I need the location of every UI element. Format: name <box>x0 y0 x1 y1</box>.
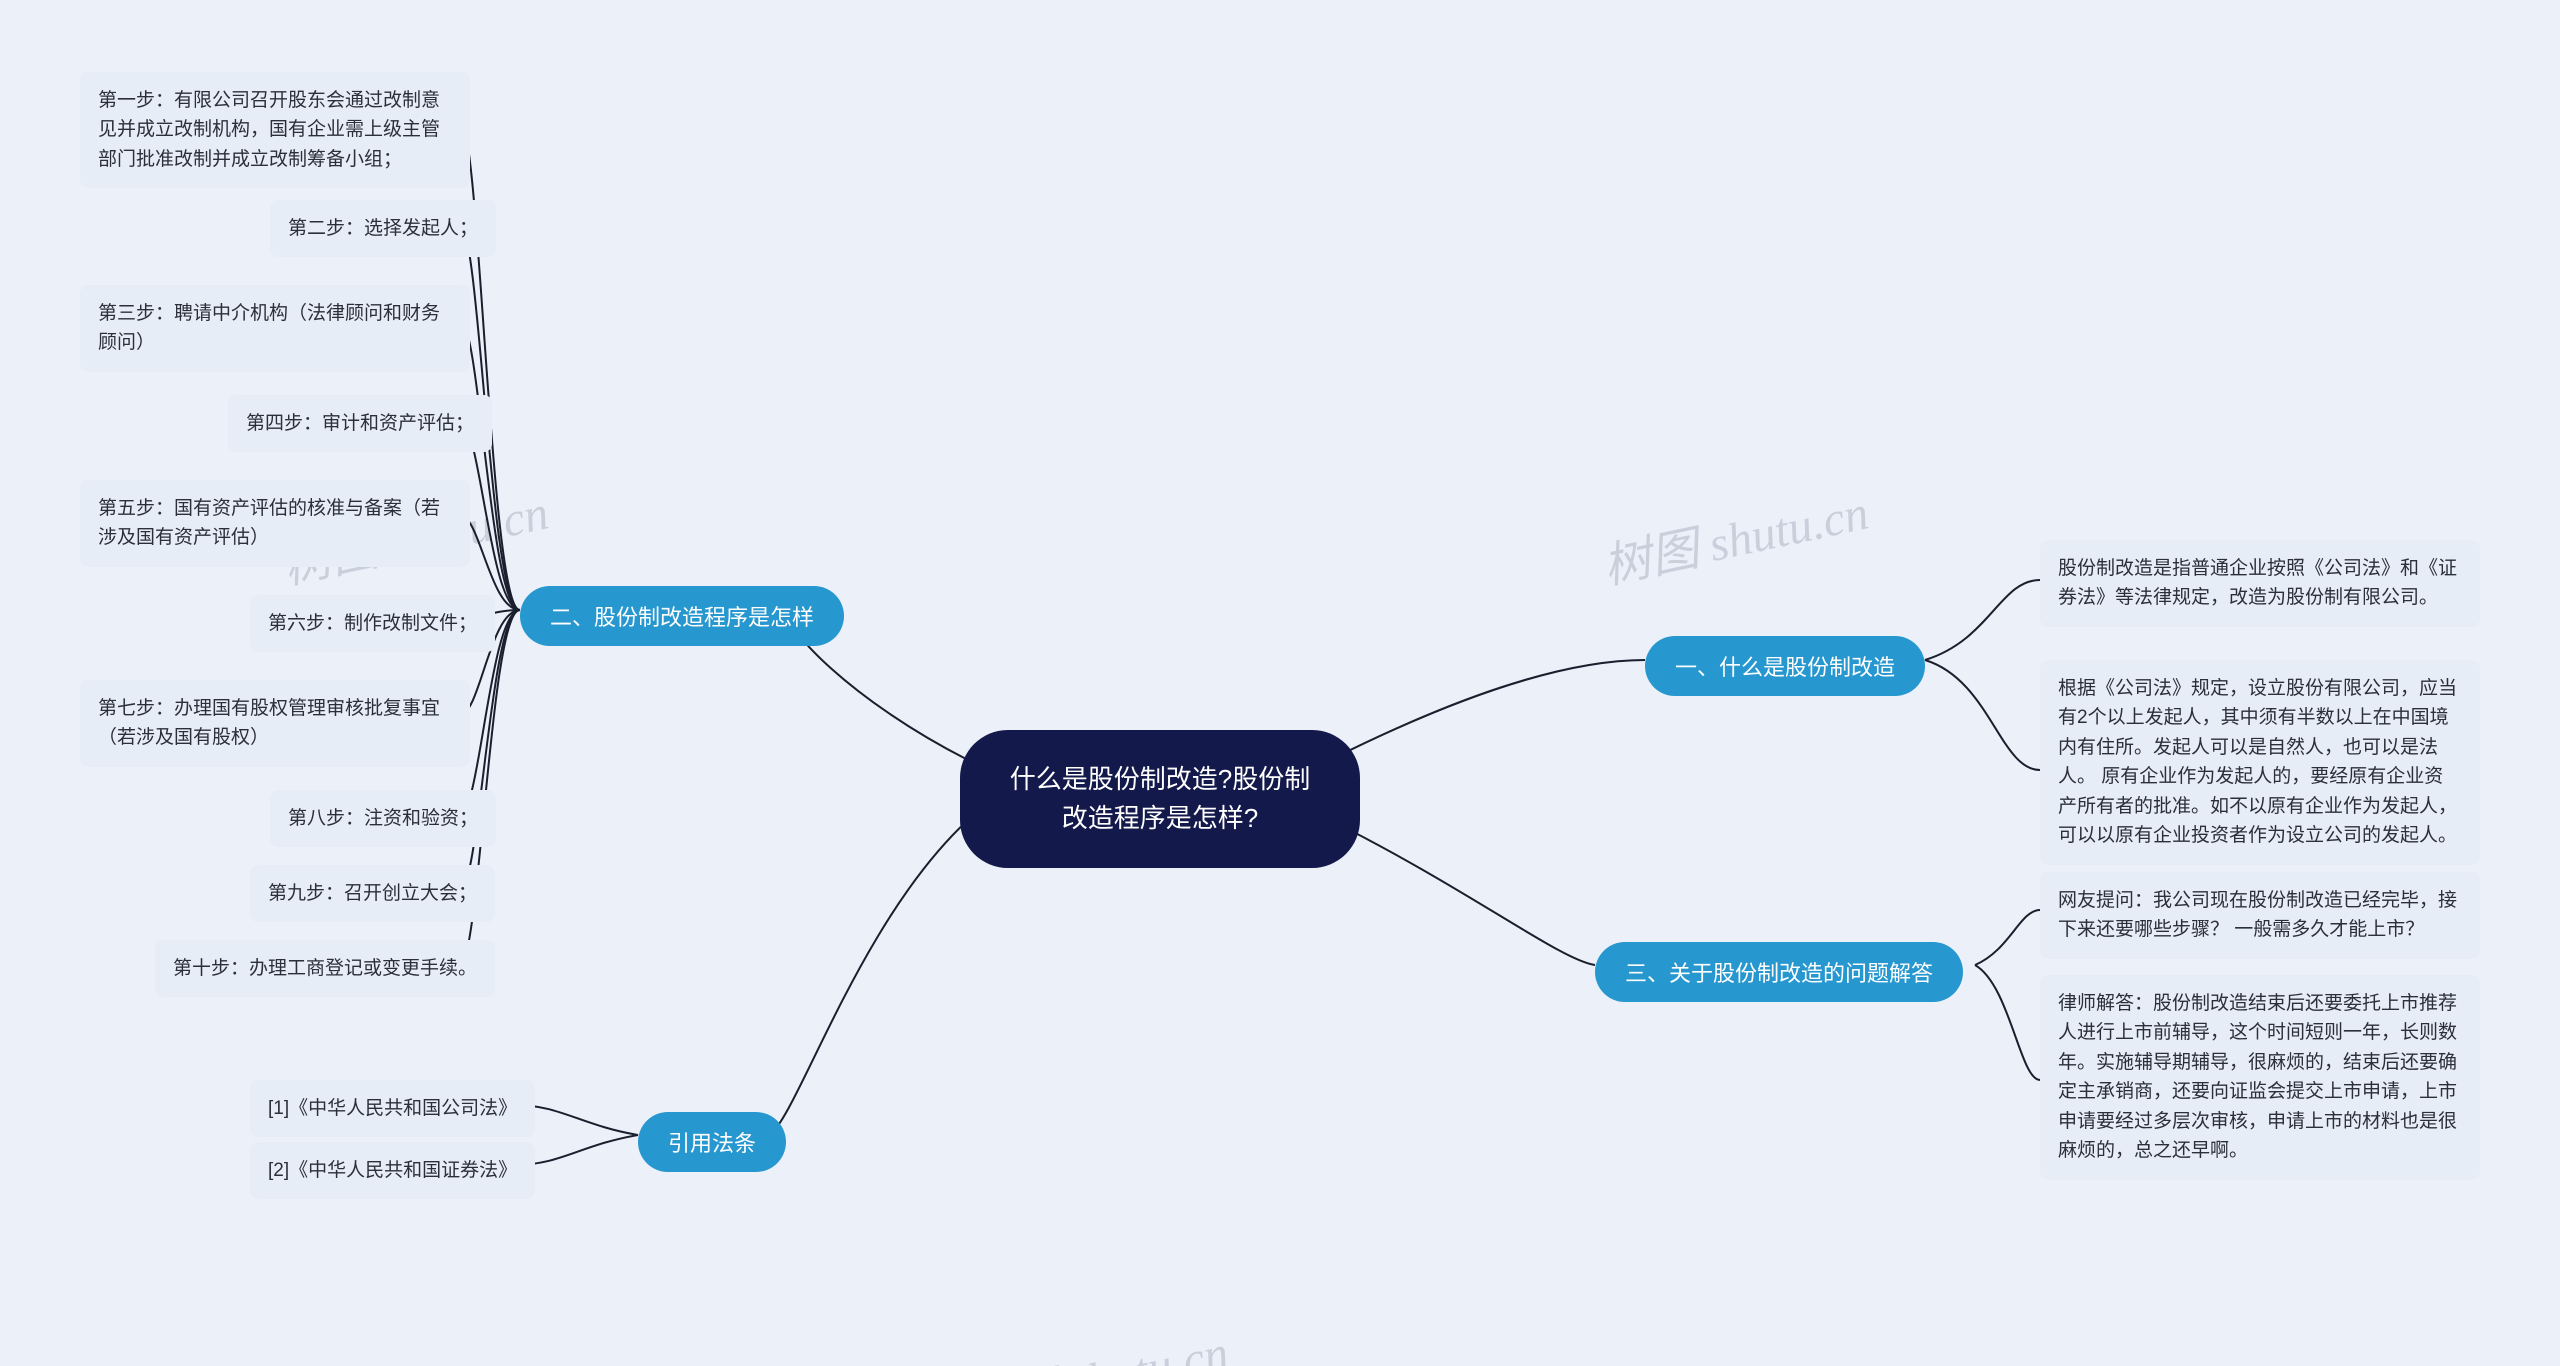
branch-procedure: 二、股份制改造程序是怎样 <box>520 586 844 646</box>
branch-laws: 引用法条 <box>638 1112 786 1172</box>
leaf-step-6: 第六步：制作改制文件； <box>250 595 495 652</box>
leaf-step-2: 第二步：选择发起人； <box>270 200 496 257</box>
leaf-b3-2: 律师解答：股份制改造结束后还要委托上市推荐人进行上市前辅导，这个时间短则一年，长… <box>2040 975 2480 1180</box>
leaf-b3-1: 网友提问：我公司现在股份制改造已经完毕，接下来还要哪些步骤？ 一般需多久才能上市… <box>2040 872 2480 959</box>
leaf-step-8: 第八步：注资和验资； <box>270 790 496 847</box>
leaf-step-5: 第五步：国有资产评估的核准与备案（若涉及国有资产评估） <box>80 480 470 567</box>
leaf-step-4: 第四步：审计和资产评估； <box>228 395 492 452</box>
center-node: 什么是股份制改造?股份制改造程序是怎样? <box>960 730 1360 868</box>
leaf-b1-2: 根据《公司法》规定，设立股份有限公司，应当有2个以上发起人，其中须有半数以上在中… <box>2040 660 2480 865</box>
watermark: 树图 shutu.cn <box>956 1313 1234 1366</box>
leaf-step-3: 第三步：聘请中介机构（法律顾问和财务顾问） <box>80 285 470 372</box>
leaf-b4-2: [2]《中华人民共和国证券法》 <box>250 1142 535 1199</box>
watermark: 树图 shutu.cn <box>1596 473 1874 597</box>
leaf-step-7: 第七步：办理国有股权管理审核批复事宜（若涉及国有股权） <box>80 680 470 767</box>
leaf-b4-1: [1]《中华人民共和国公司法》 <box>250 1080 535 1137</box>
leaf-step-9: 第九步：召开创立大会； <box>250 865 495 922</box>
leaf-b1-1: 股份制改造是指普通企业按照《公司法》和《证券法》等法律规定，改造为股份制有限公司… <box>2040 540 2480 627</box>
leaf-step-10: 第十步：办理工商登记或变更手续。 <box>155 940 495 997</box>
leaf-step-1: 第一步：有限公司召开股东会通过改制意见并成立改制机构，国有企业需上级主管部门批准… <box>80 72 470 188</box>
branch-qa: 三、关于股份制改造的问题解答 <box>1595 942 1963 1002</box>
branch-what-is: 一、什么是股份制改造 <box>1645 636 1925 696</box>
